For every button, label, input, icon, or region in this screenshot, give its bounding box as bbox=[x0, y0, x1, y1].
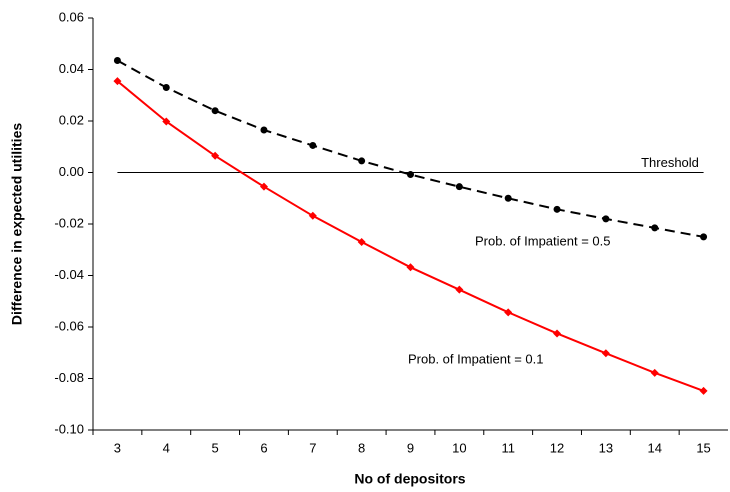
x-tick-label: 13 bbox=[599, 440, 613, 455]
point bbox=[211, 107, 219, 115]
x-tick-label: 8 bbox=[358, 440, 365, 455]
point bbox=[406, 263, 415, 272]
x-tick-label: 12 bbox=[550, 440, 564, 455]
threshold-label: Threshold bbox=[641, 155, 699, 170]
point bbox=[259, 182, 268, 191]
point bbox=[113, 77, 122, 86]
point bbox=[308, 211, 317, 220]
x-tick-label: 7 bbox=[309, 440, 316, 455]
annotation: Prob. of Impatient = 0.5 bbox=[475, 233, 611, 248]
point bbox=[504, 308, 513, 317]
y-tick-label: 0.00 bbox=[59, 164, 84, 179]
x-tick-label: 15 bbox=[696, 440, 710, 455]
x-tick-label: 11 bbox=[501, 440, 515, 455]
point bbox=[553, 329, 562, 338]
annotation: Prob. of Impatient = 0.1 bbox=[408, 351, 544, 366]
y-tick-label: -0.02 bbox=[54, 215, 84, 230]
x-tick-label: 4 bbox=[163, 440, 170, 455]
series-line bbox=[116, 80, 704, 392]
point bbox=[504, 194, 512, 202]
y-tick-label: -0.10 bbox=[54, 421, 84, 436]
x-tick-label: 6 bbox=[260, 440, 267, 455]
y-tick-label: 0.04 bbox=[59, 61, 84, 76]
x-tick-label: 3 bbox=[114, 440, 121, 455]
point bbox=[651, 224, 659, 232]
y-tick-label: -0.04 bbox=[54, 267, 84, 282]
point bbox=[358, 157, 366, 165]
point bbox=[162, 84, 170, 92]
y-tick-label: 0.06 bbox=[59, 9, 84, 24]
x-tick-label: 5 bbox=[211, 440, 218, 455]
point bbox=[211, 151, 220, 160]
point bbox=[699, 386, 708, 395]
point bbox=[455, 285, 464, 294]
point bbox=[357, 238, 366, 247]
point bbox=[553, 205, 561, 213]
x-tick-label: 10 bbox=[452, 440, 466, 455]
point bbox=[260, 126, 268, 134]
point bbox=[455, 183, 463, 191]
x-tick-label: 9 bbox=[407, 440, 414, 455]
point bbox=[602, 215, 610, 223]
point bbox=[407, 171, 414, 179]
point bbox=[601, 349, 610, 358]
point bbox=[162, 117, 171, 126]
point bbox=[650, 368, 659, 377]
x-tick-label: 14 bbox=[647, 440, 661, 455]
point bbox=[700, 233, 708, 241]
y-tick-label: -0.06 bbox=[54, 318, 84, 333]
y-tick-label: -0.08 bbox=[54, 370, 84, 385]
x-axis-title: No of depositors bbox=[354, 471, 465, 487]
point bbox=[309, 141, 317, 149]
y-axis-title: Difference in expected utilities bbox=[9, 123, 25, 325]
y-tick-label: 0.02 bbox=[59, 112, 84, 127]
point bbox=[113, 56, 121, 64]
